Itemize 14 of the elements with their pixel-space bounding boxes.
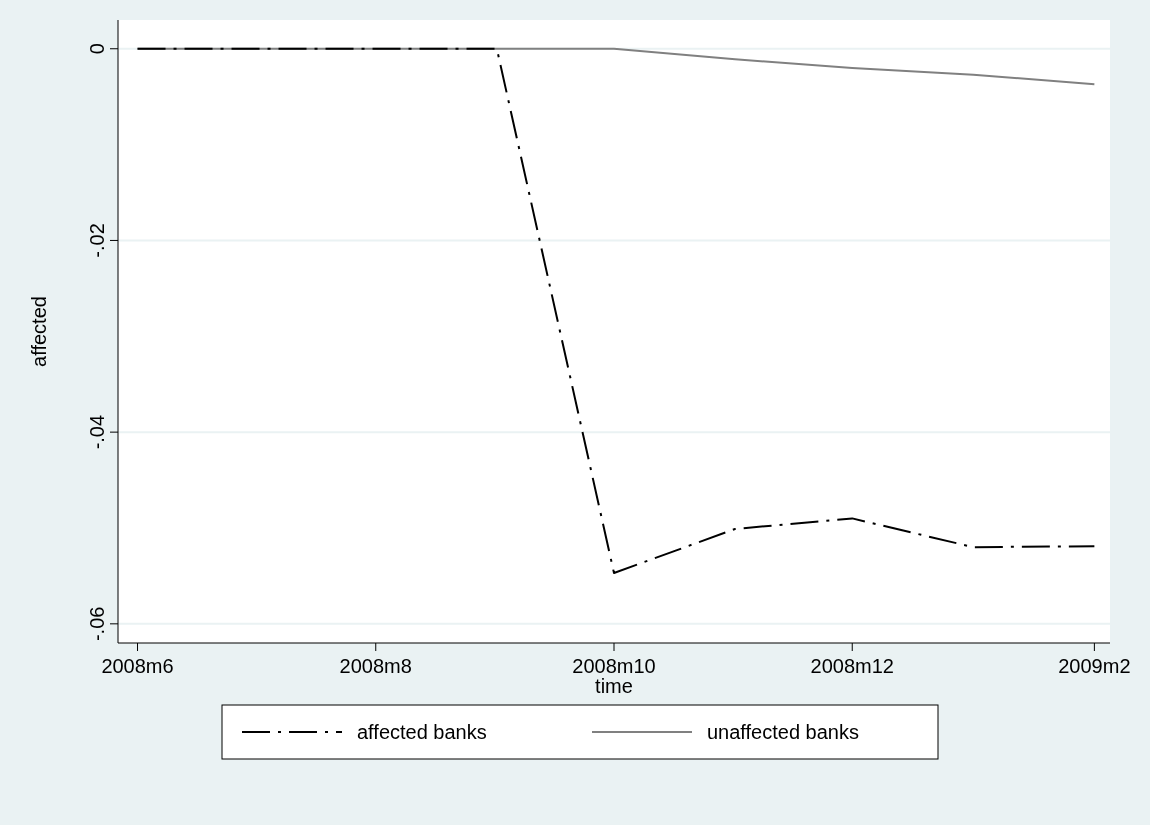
x-tick-label: 2008m6: [101, 655, 174, 677]
line-series: [136, 47, 1096, 575]
x-tick-label: 2008m8: [339, 655, 412, 677]
legend-label: affected banks: [357, 721, 487, 743]
x-axis-title: time: [595, 675, 633, 697]
y-tick-label: -.04: [86, 414, 108, 450]
y-axis-title: affected: [28, 296, 50, 367]
x-tick-label: 2009m2: [1058, 655, 1131, 677]
x-tick-label: 2008m12: [810, 655, 894, 677]
legend-label: unaffected banks: [707, 721, 859, 743]
x-tick-label: 2008m10: [572, 655, 656, 677]
y-tick-label: -.02: [86, 223, 108, 258]
y-tick-label: 0: [86, 43, 108, 55]
y-tick-label: -.06: [86, 606, 108, 642]
